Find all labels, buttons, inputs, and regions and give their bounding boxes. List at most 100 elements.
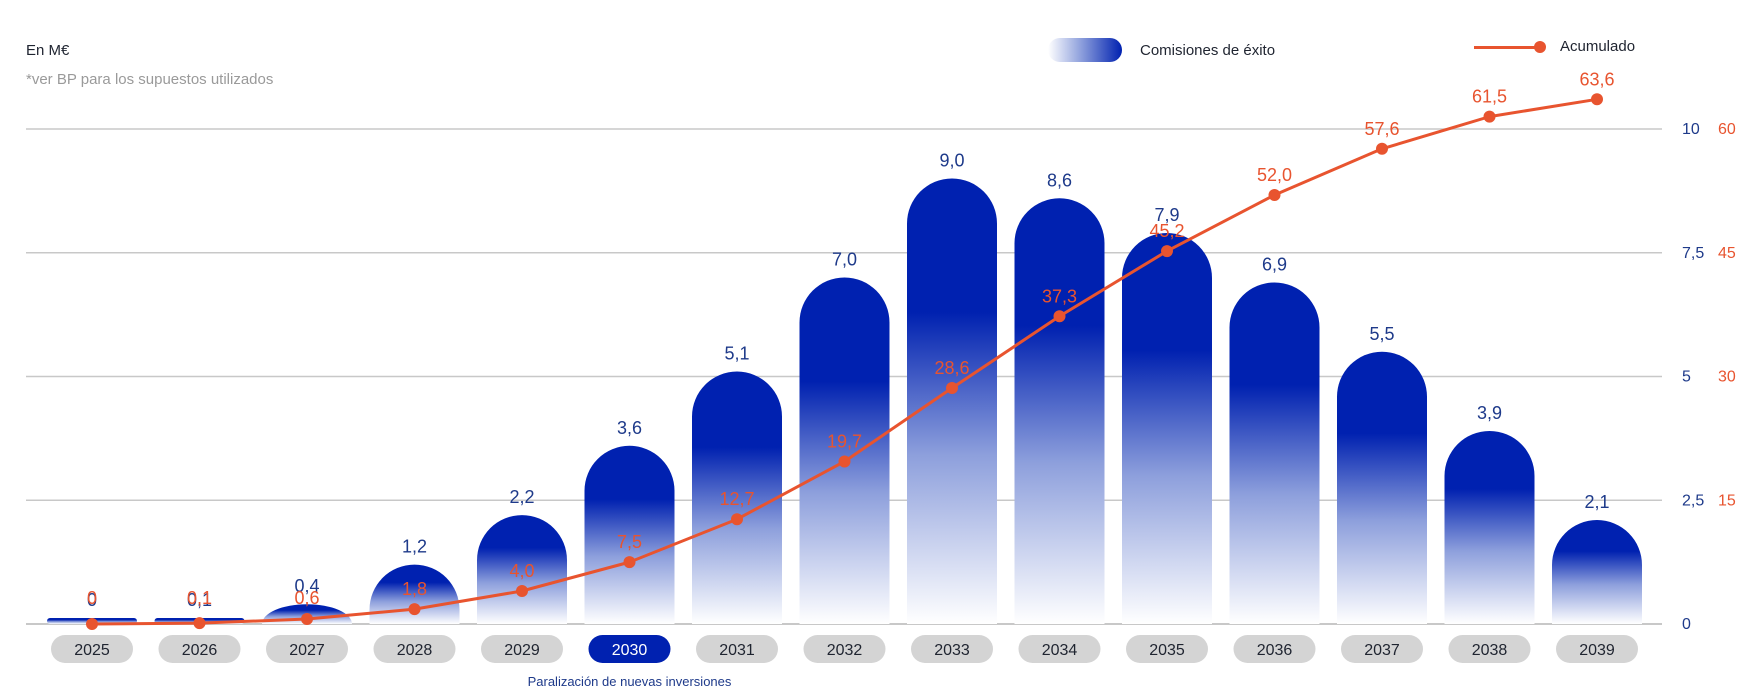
bar-value-label: 6,9: [1262, 254, 1287, 274]
cumulative-point: [1161, 245, 1173, 258]
x-tick-label: 2036: [1257, 642, 1293, 659]
cumulative-point: [408, 603, 421, 616]
bar-value-label: 3,9: [1477, 403, 1502, 423]
cumulative-value-label: 45,2: [1149, 221, 1184, 241]
cumulative-value-label: 52,0: [1257, 165, 1292, 185]
cumulative-value-label: 57,6: [1364, 119, 1399, 139]
y-left-tick-label: 7,5: [1682, 245, 1704, 262]
year-pill: [266, 635, 348, 663]
x-tick-label: 2037: [1364, 642, 1400, 659]
y-right-tick-label: 15: [1718, 492, 1736, 509]
bar-value-label: 0,4: [294, 576, 319, 596]
x-tick-label: 2027: [289, 642, 325, 659]
bar: [369, 564, 460, 624]
year-pill: [696, 635, 778, 663]
cumulative-value-label: 37,3: [1042, 286, 1077, 306]
year-pill: [1126, 635, 1208, 663]
y-left-tick-label: 10: [1682, 121, 1700, 138]
cumulative-point: [1268, 189, 1281, 201]
cumulative-value-label: 4,0: [509, 561, 534, 581]
y-right-tick-label: 60: [1718, 121, 1736, 138]
cumulative-point: [946, 382, 958, 395]
bar-swatch-icon: [1048, 38, 1122, 62]
year-pill: [481, 635, 563, 663]
cumulative-value-label: 12,7: [719, 489, 754, 509]
x-tick-label: 2038: [1472, 642, 1508, 659]
x-tick-label: 2031: [719, 642, 755, 659]
bar-value-label: 8,6: [1047, 170, 1072, 190]
cumulative-value-label: 0: [87, 588, 97, 608]
bar: [1444, 430, 1535, 624]
y-left-tick-label: 5: [1682, 369, 1691, 386]
cumulative-point: [1591, 93, 1603, 106]
bar: [584, 445, 675, 624]
bar: [1229, 282, 1320, 624]
y-left-tick-label: 2,5: [1682, 492, 1704, 509]
cumulative-point: [301, 613, 313, 626]
bar: [907, 178, 997, 624]
x-tick-label: 2032: [827, 642, 863, 659]
bar-value-label: 2,1: [1584, 492, 1609, 512]
bar: [1552, 520, 1642, 624]
bar-value-label: 5,1: [724, 344, 749, 364]
footnote: *ver BP para los supuestos utilizados: [26, 71, 274, 88]
year-pill: [51, 635, 133, 663]
year-pill: [588, 635, 671, 663]
y-right-tick-label: 45: [1718, 245, 1736, 262]
x-tick-label: 2034: [1042, 642, 1078, 659]
year-pill: [911, 635, 993, 663]
cumulative-value-label: 0,6: [294, 588, 319, 608]
bar-value-label: 0,1: [187, 590, 212, 610]
cumulative-value-label: 63,6: [1579, 69, 1614, 89]
bar-value-label: 1,2: [402, 537, 427, 557]
cumulative-point: [1376, 142, 1388, 155]
cumulative-point: [86, 618, 98, 630]
cumulative-point: [1483, 110, 1496, 123]
x-tick-label: 2033: [934, 642, 970, 659]
unit-label: En M€: [26, 42, 70, 59]
cumulative-value-label: 61,5: [1472, 87, 1507, 107]
x-tick-label: 2028: [397, 642, 433, 659]
bar: [477, 515, 567, 624]
y-right-tick-label: 30: [1718, 369, 1736, 386]
bar-value-label: 9,0: [939, 151, 964, 171]
year-pill: [373, 635, 456, 663]
x-tick-label: 2025: [74, 642, 110, 659]
bar-value-label: 3,6: [617, 418, 642, 438]
cumulative-value-label: 19,7: [827, 431, 862, 451]
year-pill: [1556, 635, 1638, 663]
cumulative-point: [193, 617, 206, 630]
cumulative-value-label: 28,6: [934, 358, 969, 378]
cumulative-value-label: 7,5: [617, 532, 642, 552]
year-pill: [1233, 635, 1316, 663]
bar-value-label: 5,5: [1369, 324, 1394, 344]
x-tick-label: 2030: [612, 642, 648, 659]
cumulative-value-label: 0,1: [187, 588, 212, 608]
year-pill: [1341, 635, 1423, 663]
legend-bars-label: Comisiones de éxito: [1140, 41, 1276, 59]
cumulative-point: [838, 455, 851, 468]
bar: [1014, 198, 1105, 625]
cumulative-point: [623, 556, 636, 569]
cumulative-point: [1053, 310, 1066, 323]
legend-line-label: Acumulado: [1560, 38, 1636, 55]
year-pill: [1448, 635, 1531, 663]
legend-bars: Comisiones de éxito: [1048, 38, 1275, 62]
bar: [692, 371, 782, 624]
x-tick-label: 2026: [182, 642, 218, 659]
year-pill: [803, 635, 886, 663]
x-tick-label: 2029: [504, 642, 540, 659]
year-pill: [158, 635, 241, 663]
bar-value-label: 7,0: [832, 250, 857, 270]
bar-value-label: 7,9: [1154, 205, 1179, 225]
cumulative-point: [516, 585, 528, 597]
line-swatch-icon: [1474, 40, 1546, 54]
bar: [1122, 232, 1212, 625]
cumulative-value-label: 1,8: [402, 579, 427, 599]
bar-value-label: 0: [87, 590, 97, 610]
y-left-tick-label: 0: [1682, 616, 1691, 633]
legend-line: Acumulado: [1474, 38, 1635, 55]
annotation-text: Paralización de nuevas inversiones: [528, 674, 732, 689]
bar: [1337, 351, 1427, 624]
